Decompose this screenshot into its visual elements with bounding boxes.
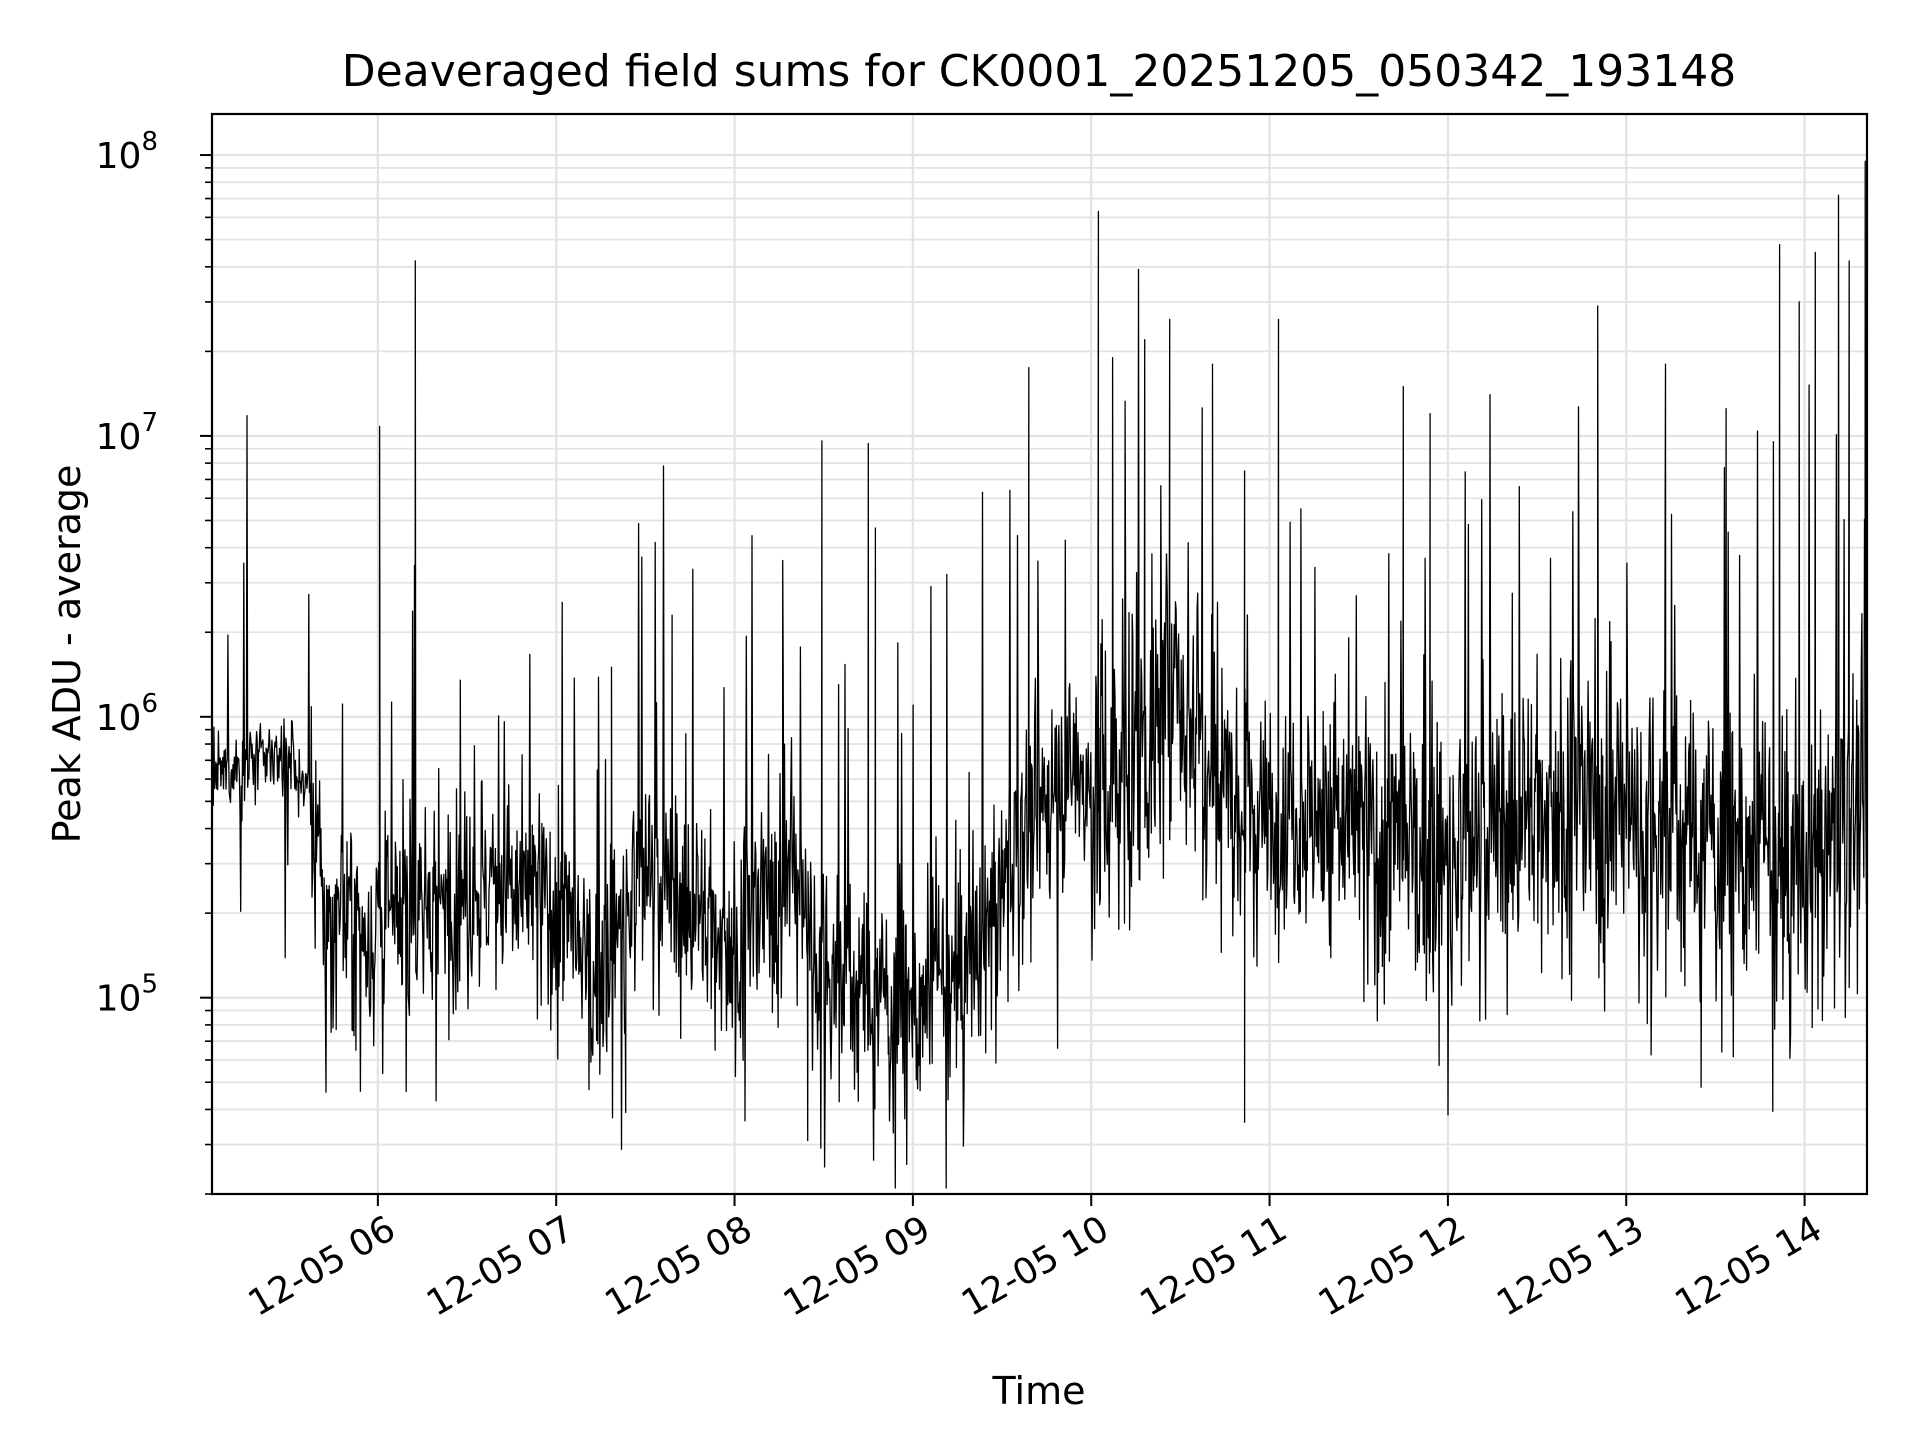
chart-title: Deaveraged field sums for CK0001_2025120…	[342, 46, 1736, 97]
y-tick-label: 105	[96, 970, 158, 1020]
y-tick-label: 107	[96, 408, 158, 458]
x-axis-label: Time	[992, 1369, 1086, 1413]
series-layer	[211, 160, 1868, 1189]
y-tick-label: 106	[96, 689, 158, 739]
plot-frame	[210, 112, 1869, 1196]
y-tick-label: 108	[96, 127, 158, 177]
y-axis: 105 106 107 108	[96, 127, 212, 1195]
series-line	[211, 160, 1868, 1189]
y-axis-label: Peak ADU - average	[45, 465, 89, 844]
